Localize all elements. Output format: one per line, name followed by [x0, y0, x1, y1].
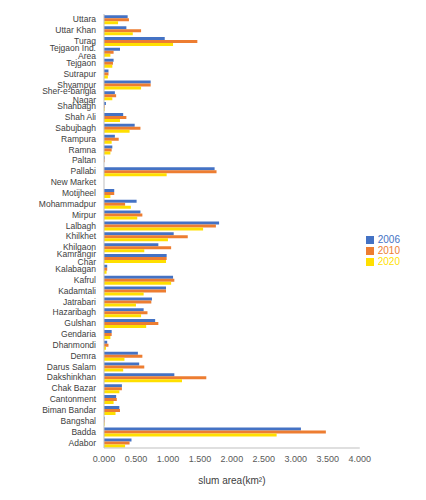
svg-text:Motijheel: Motijheel	[62, 188, 96, 198]
svg-text:Chak Bazar: Chak Bazar	[52, 383, 97, 393]
svg-text:Dakshinkhan: Dakshinkhan	[47, 372, 96, 382]
svg-text:Rampura: Rampura	[61, 134, 96, 144]
svg-text:Kafrul: Kafrul	[74, 275, 96, 285]
svg-text:Adabor: Adabor	[69, 438, 97, 448]
svg-text:0.500: 0.500	[125, 454, 148, 464]
svg-text:Pallabi: Pallabi	[70, 166, 96, 176]
svg-text:Shahbagh: Shahbagh	[57, 101, 96, 111]
svg-text:Shah Ali: Shah Ali	[65, 112, 96, 122]
svg-text:Khilkhet: Khilkhet	[66, 231, 97, 241]
svg-text:Darus Salam: Darus Salam	[47, 362, 96, 372]
svg-text:Bangshal: Bangshal	[61, 416, 97, 426]
svg-text:2.500: 2.500	[253, 454, 276, 464]
svg-text:Biman Bandar: Biman Bandar	[42, 405, 96, 415]
svg-text:Mohammadpur: Mohammadpur	[39, 199, 96, 209]
svg-text:Paltan: Paltan	[72, 155, 96, 165]
svg-text:1.500: 1.500	[189, 454, 212, 464]
svg-text:Kadamtali: Kadamtali	[58, 286, 96, 296]
svg-text:Uttara: Uttara	[73, 14, 96, 24]
svg-text:Dhanmondi: Dhanmondi	[53, 340, 97, 350]
svg-text:1.000: 1.000	[157, 454, 180, 464]
svg-text:3.500: 3.500	[317, 454, 340, 464]
svg-text:Gulshan: Gulshan	[64, 318, 96, 328]
svg-text:0.000: 0.000	[93, 454, 116, 464]
svg-text:slum area(km²): slum area(km²)	[198, 475, 265, 486]
svg-text:Gendaria: Gendaria	[61, 329, 96, 339]
svg-text:2.000: 2.000	[221, 454, 244, 464]
svg-text:Lalbagh: Lalbagh	[66, 221, 97, 231]
svg-text:Sutrapur: Sutrapur	[63, 69, 96, 79]
svg-text:Mirpur: Mirpur	[72, 210, 96, 220]
svg-text:Ramna: Ramna	[69, 145, 97, 155]
svg-text:Demra: Demra	[70, 351, 96, 361]
svg-text:Sabujbagh: Sabujbagh	[55, 123, 96, 133]
svg-text:Cantonment: Cantonment	[50, 394, 97, 404]
svg-text:Jatrabari: Jatrabari	[63, 297, 96, 307]
svg-text:Uttar Khan: Uttar Khan	[55, 25, 96, 35]
svg-text:Kalabagan: Kalabagan	[55, 264, 96, 274]
svg-text:4.000: 4.000	[348, 454, 371, 464]
svg-text:Badda: Badda	[71, 427, 96, 437]
svg-text:Hazaribagh: Hazaribagh	[53, 307, 97, 317]
svg-text:New Market: New Market	[51, 177, 97, 187]
svg-text:Tejgaon: Tejgaon	[66, 58, 96, 68]
svg-text:3.000: 3.000	[285, 454, 308, 464]
